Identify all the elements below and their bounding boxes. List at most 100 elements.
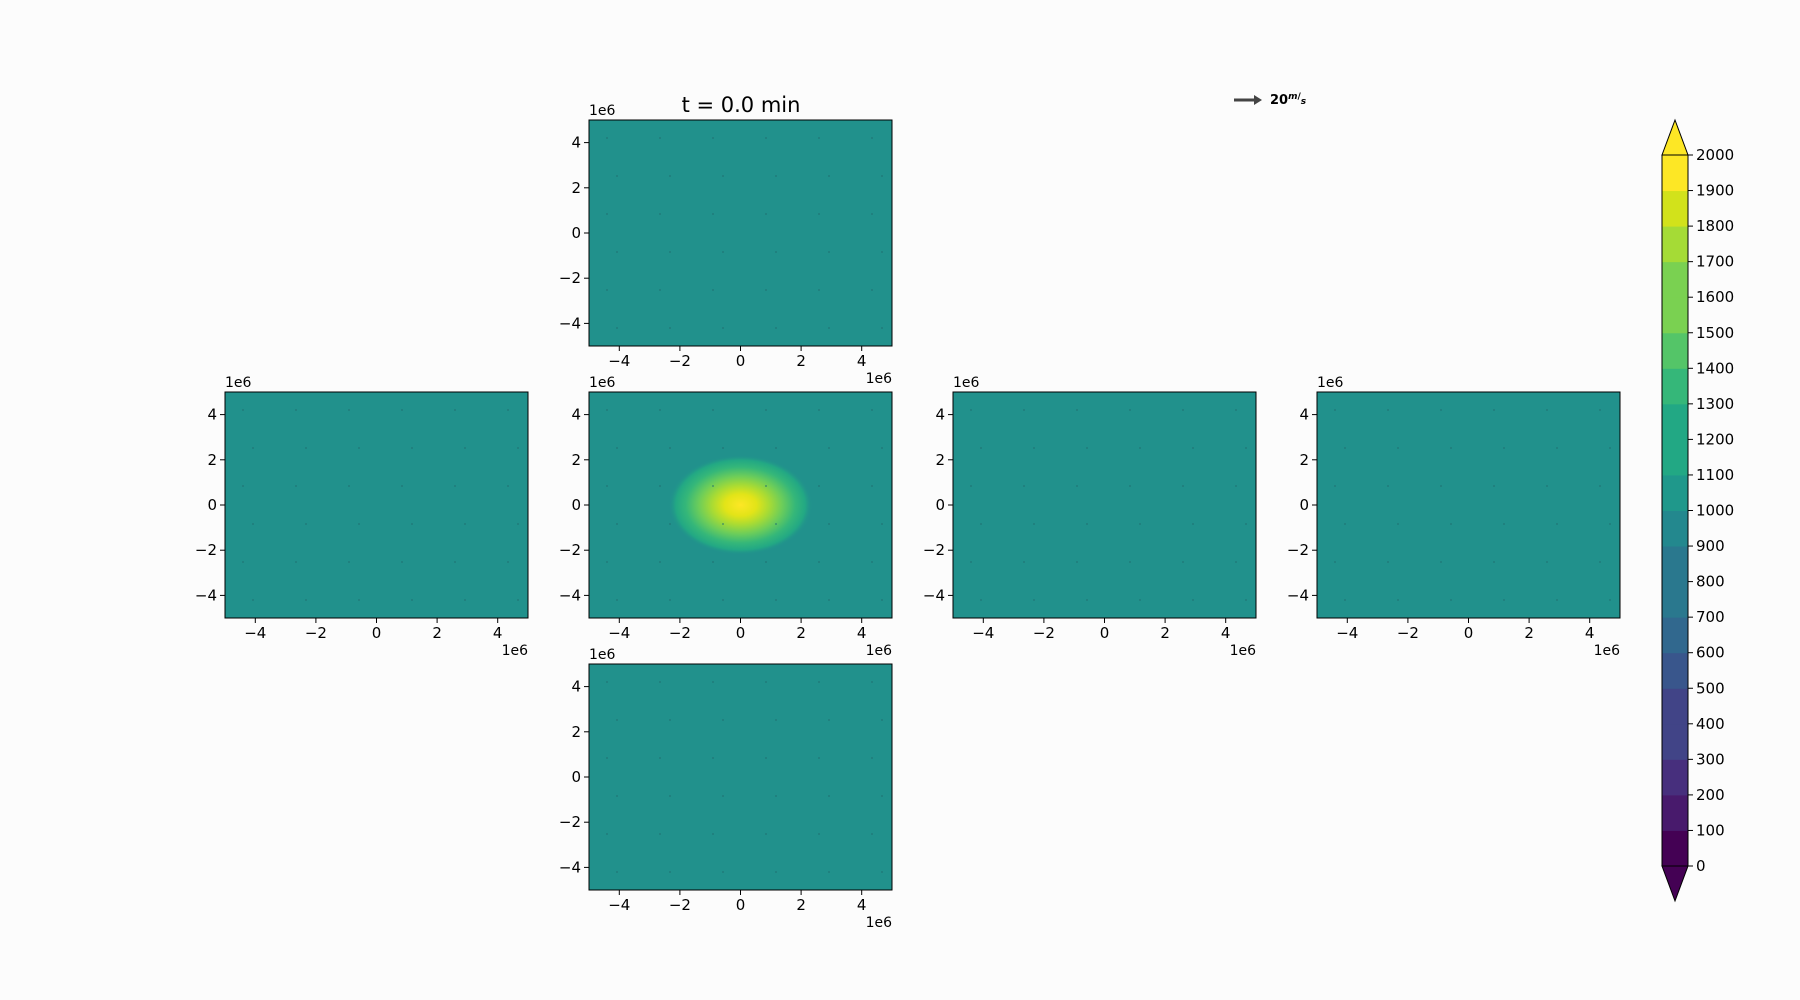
colorbar-tick-label: 500	[1696, 679, 1725, 697]
quiver-arrow	[881, 175, 883, 177]
quiver-arrow	[464, 523, 466, 525]
quiver-arrow	[722, 327, 724, 329]
y-offset-label: 1e6	[589, 375, 616, 391]
x-offset-label: 1e6	[866, 643, 893, 659]
x-tick-label: 2	[796, 896, 806, 914]
colorbar-band	[1662, 474, 1688, 511]
x-tick-label: −4	[972, 624, 994, 642]
quiver-arrow	[348, 409, 350, 411]
quiver-arrow	[507, 561, 509, 563]
quiver-arrow	[358, 599, 360, 601]
x-tick-label: 0	[1464, 624, 1474, 642]
quiver-arrow	[1450, 447, 1452, 449]
quiver-arrow	[1546, 561, 1548, 563]
y-tick-label: −2	[559, 541, 581, 559]
y-tick-label: −2	[923, 541, 945, 559]
quiver-arrow	[295, 561, 297, 563]
quiver-arrow	[1033, 447, 1035, 449]
colorbar-tick-label: 900	[1696, 537, 1725, 555]
quiver-arrow	[871, 485, 873, 487]
colorbar-tick-label: 800	[1696, 573, 1725, 591]
y-tick-label: 4	[935, 406, 945, 424]
x-offset-label: 1e6	[866, 915, 893, 931]
quiver-arrow	[659, 757, 661, 759]
quiver-arrow	[1493, 409, 1495, 411]
quiver-arrow	[881, 599, 883, 601]
quiver-arrow	[1086, 523, 1088, 525]
quiver-arrow	[1245, 523, 1247, 525]
quiver-arrow	[765, 757, 767, 759]
quiver-arrow	[871, 137, 873, 139]
quiver-arrow	[1546, 409, 1548, 411]
y-tick-label: 0	[571, 768, 581, 786]
colorbar-band	[1662, 794, 1688, 831]
quiver-arrow	[1556, 447, 1558, 449]
quiver-arrow	[1129, 561, 1131, 563]
quiver-arrow	[1182, 409, 1184, 411]
quiver-arrow	[669, 523, 671, 525]
x-tick-label: 0	[1100, 624, 1110, 642]
quiver-arrow	[828, 447, 830, 449]
colorbar-tick-label: 1900	[1696, 182, 1734, 200]
quiver-arrow	[411, 447, 413, 449]
quiver-arrow	[722, 795, 724, 797]
quiver-arrow	[828, 795, 830, 797]
panel-bottom-quiver	[606, 681, 883, 873]
quiver-arrow	[252, 523, 254, 525]
colorbar-tick-label: 100	[1696, 821, 1725, 839]
quiver-arrow	[1503, 599, 1505, 601]
quiver-arrow	[507, 485, 509, 487]
quiver-arrow	[712, 137, 714, 139]
colorbar-tick-label: 300	[1696, 750, 1725, 768]
quiver-arrow	[295, 409, 297, 411]
y-tick-label: 2	[935, 451, 945, 469]
quiver-arrow	[712, 561, 714, 563]
quiver-arrow	[606, 485, 608, 487]
quiver-key-value: 20	[1270, 93, 1288, 108]
quiver-arrow	[454, 485, 456, 487]
quiver-arrow	[881, 251, 883, 253]
x-tick-label: −2	[669, 352, 691, 370]
quiver-arrow	[881, 795, 883, 797]
x-tick-label: 4	[1585, 624, 1595, 642]
quiver-arrow	[305, 599, 307, 601]
quiver-arrow	[712, 485, 714, 487]
quiver-arrow	[1182, 561, 1184, 563]
x-tick-label: 4	[857, 352, 867, 370]
quiver-arrow	[616, 599, 618, 601]
quiver-arrow	[669, 719, 671, 721]
y-tick-label: 0	[1299, 496, 1309, 514]
quiver-arrow	[616, 795, 618, 797]
quiver-arrow	[1344, 523, 1346, 525]
quiver-arrow	[659, 289, 661, 291]
quiver-arrow	[765, 833, 767, 835]
figure-title: t = 0.0 min	[682, 93, 801, 117]
quiver-arrow	[712, 833, 714, 835]
quiver-arrow	[1344, 599, 1346, 601]
quiver-arrow	[464, 599, 466, 601]
quiver-arrow	[775, 523, 777, 525]
quiver-arrow	[606, 833, 608, 835]
x-tick-label: −4	[608, 352, 630, 370]
quiver-arrow	[1599, 409, 1601, 411]
quiver-arrow	[1503, 523, 1505, 525]
quiver-arrow	[871, 681, 873, 683]
quiver-arrow	[1599, 561, 1601, 563]
quiver-arrow	[970, 485, 972, 487]
colorbar-tick-label: 1800	[1696, 217, 1734, 235]
panel-top-quiver	[606, 137, 883, 329]
quiver-arrow	[1139, 447, 1141, 449]
quiver-key-arrow-head	[1254, 95, 1262, 105]
quiver-arrow	[775, 599, 777, 601]
quiver-arrow	[722, 523, 724, 525]
quiver-arrow	[616, 175, 618, 177]
quiver-arrow	[464, 447, 466, 449]
panel-right-field	[953, 392, 1256, 618]
quiver-arrow	[980, 447, 982, 449]
quiver-arrow	[305, 447, 307, 449]
quiver-arrow	[828, 327, 830, 329]
quiver-arrow	[616, 251, 618, 253]
